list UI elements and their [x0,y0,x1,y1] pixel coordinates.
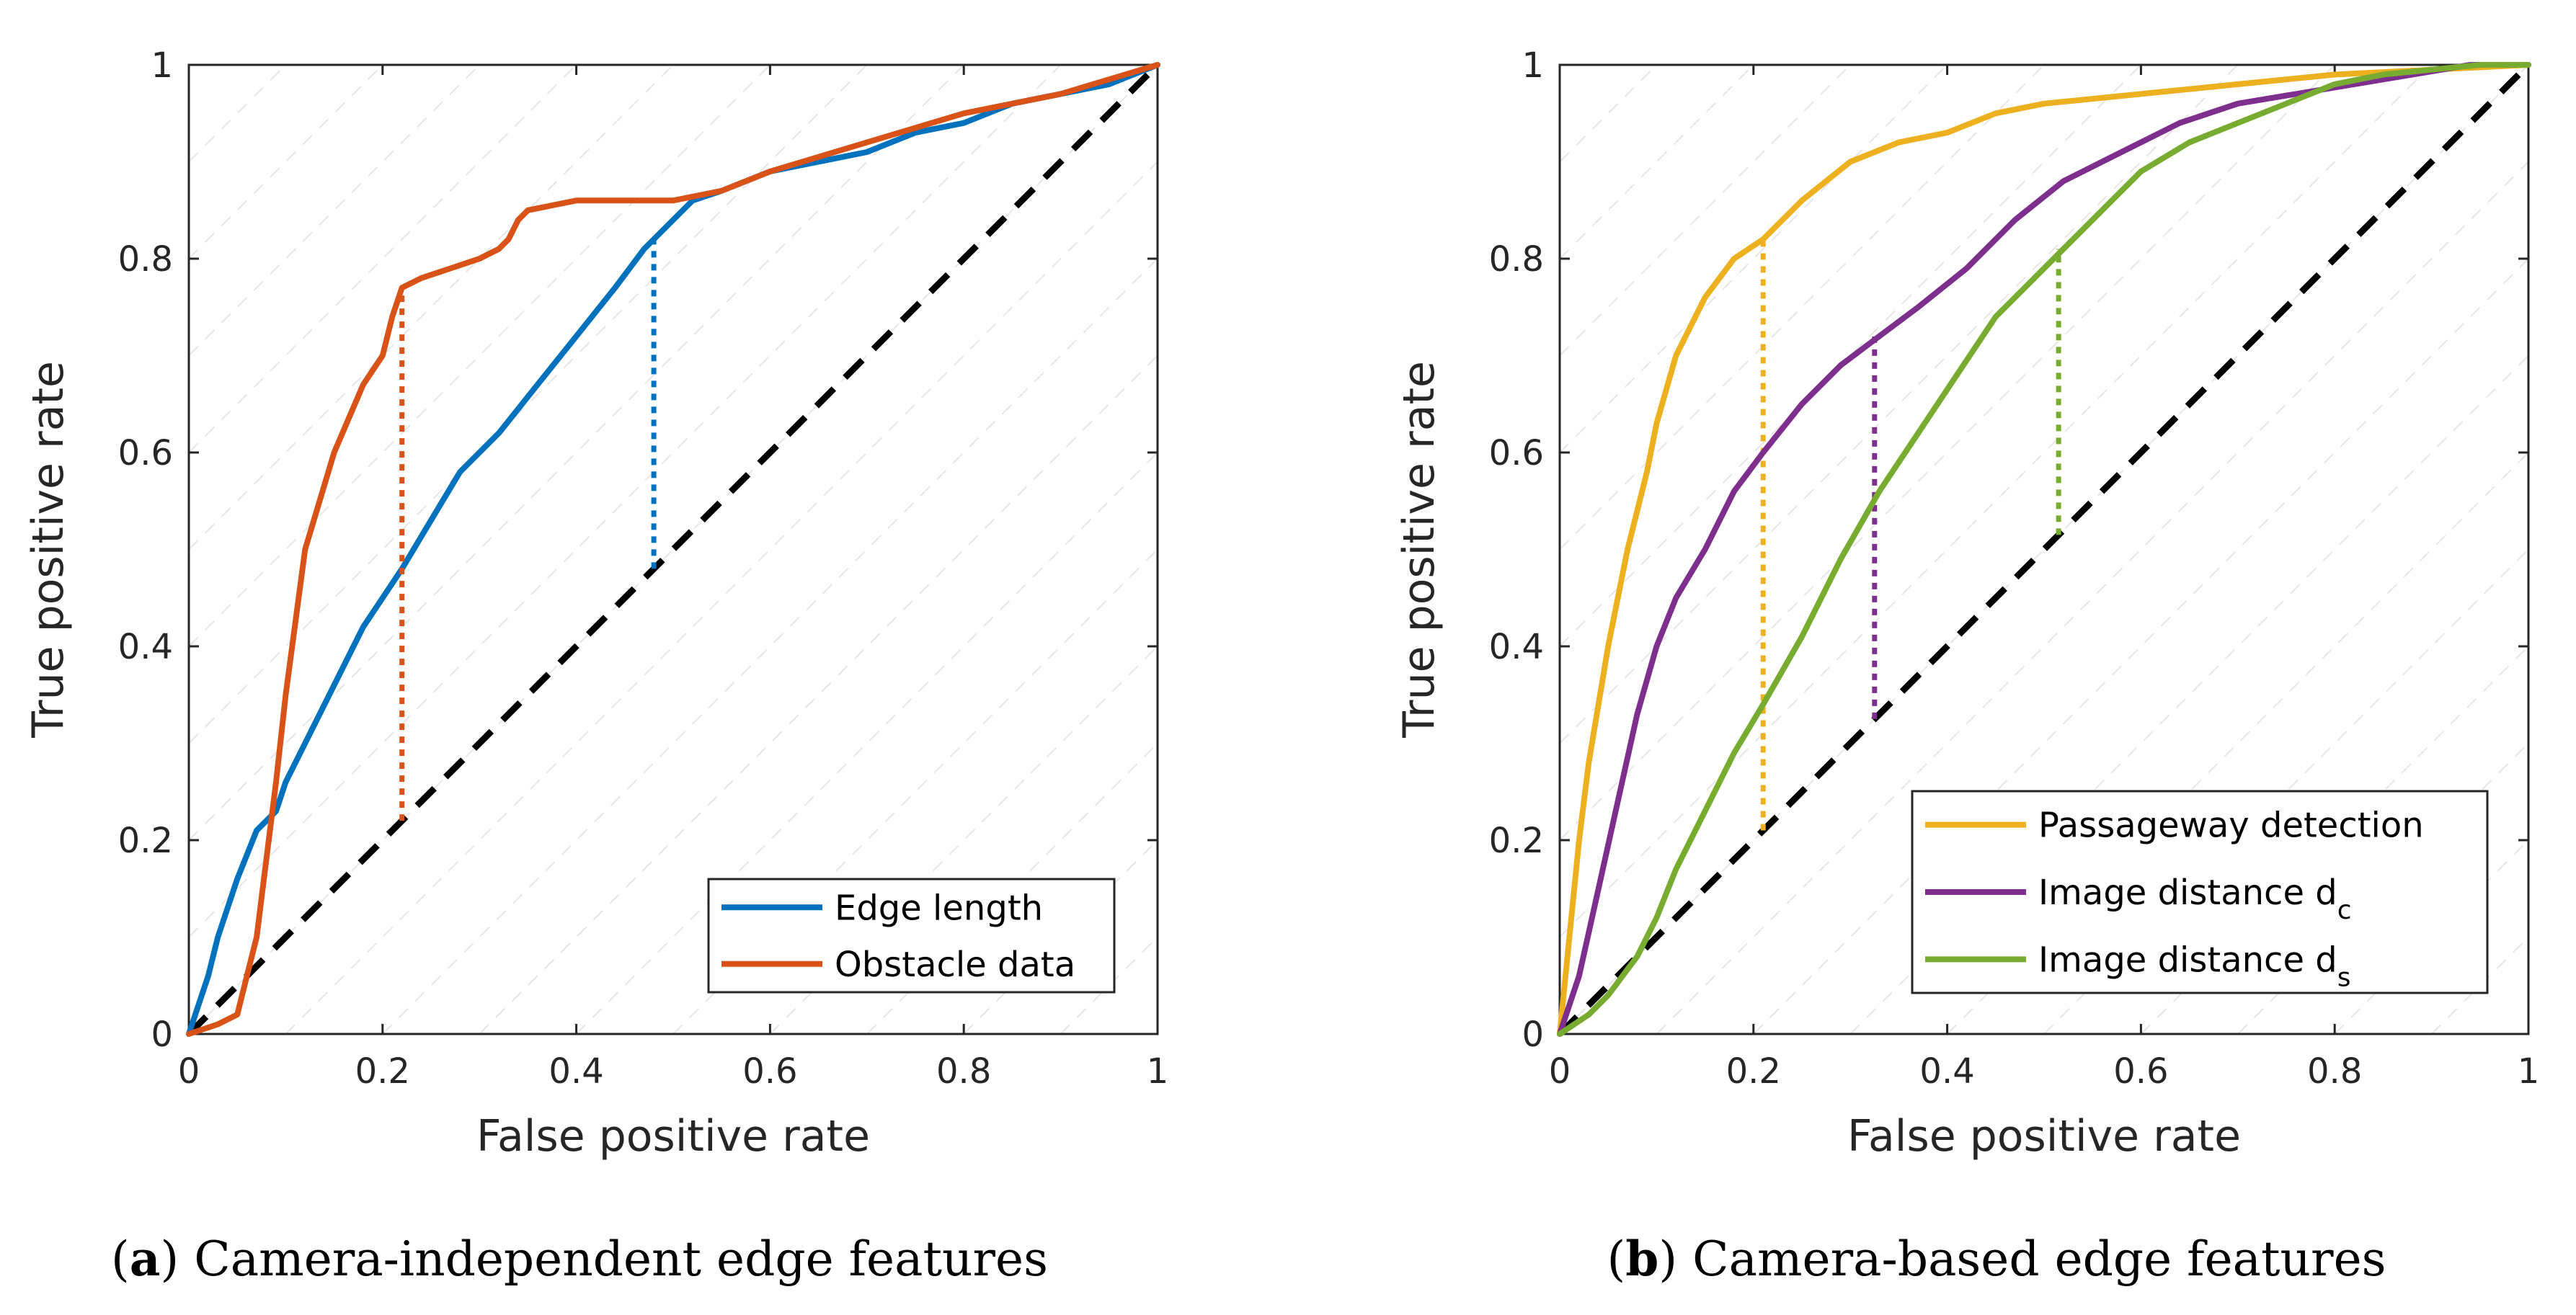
panel-b-series-image-distance-ds [1557,62,2531,1037]
panel-b-legend-label-image-distance-dc: Image distance dc [2038,873,2352,925]
panel-b-xtick-label: 1 [2518,1051,2540,1092]
panel-b-axes-box [1558,63,2530,1035]
panel-a-xtick-label: 0 [178,1051,200,1092]
panel-b-x-axis-label: False positive rate [1847,1111,2241,1162]
caption-a-text: Camera-independent edge features [194,1231,1048,1287]
panel-a-ytick-label: 1 [151,45,173,86]
panel-b-ytick-label: 0.8 [1489,239,1544,280]
panel-a-xtick-label: 0.4 [548,1051,603,1092]
panel-a-ytick-label: 0.8 [118,239,173,280]
caption-a-label: a [129,1231,161,1287]
panel-b-xtick-label: 0.2 [1726,1051,1781,1092]
panel-a: 0 0.2 0.4 0.6 0.8 1 0 0.2 0.4 0.6 0.8 1 False positi… [23,45,1168,1162]
panel-b-y-axis-label: True positive rate [1394,361,1444,739]
panel-b-ytick-label: 0.4 [1489,627,1544,667]
caption-a: (a) Camera-independent edge features [111,1231,1048,1287]
panel-a-y-axis-label: True positive rate [23,361,74,739]
caption-b-label: b [1625,1231,1659,1287]
panel-a-chance-diagonal [186,62,1160,1037]
panel-a-legend-label-edge-length: Edge length [835,888,1043,928]
panel-b-ytick-label: 0 [1522,1015,1544,1055]
panel-a-xtick-label: 0.8 [936,1051,991,1092]
panel-a-series-edge-length [186,62,1160,1037]
panel-b-xtick-label: 0.4 [1919,1051,1974,1092]
panel-b-chance-diagonal [1557,62,2531,1037]
panel-a-legend-box [707,878,1116,994]
panel-a-legend-label-obstacle-data: Obstacle data [835,945,1075,985]
panel-a-ytick-label: 0.2 [118,821,173,861]
panel-b-xtick-label: 0.6 [2113,1051,2168,1092]
panel-b-ytick-label: 1 [1522,45,1544,86]
panel-b-series-passageway-detection [1557,62,2531,1037]
panel-a-legend: Edge length Obstacle data [707,878,1116,994]
panel-b-series-image-distance-dc [1557,62,2531,1037]
panel-b-legend-label-image-distance-ds: Image distance ds [2038,940,2350,992]
panel-b-xtick-label: 0.8 [2307,1051,2362,1092]
panel-a-xtick-label: 0.2 [355,1051,410,1092]
panel-a-axes-box [187,63,1159,1035]
panel-a-x-axis-label: False positive rate [476,1111,870,1162]
panel-b-xtick-label: 0 [1549,1051,1571,1092]
panel-a-xtick-label: 1 [1147,1051,1169,1092]
panel-b-legend: Passageway detection Image distance dc Ima… [1911,790,2489,994]
panel-b-legend-label-passageway-detection: Passageway detection [2038,806,2424,846]
panel-a-series-obstacle-data [186,62,1160,1037]
caption-b-text: Camera-based edge features [1692,1231,2386,1287]
panel-a-ytick-label: 0.4 [118,627,173,667]
panel-b-ytick-label: 0.6 [1489,433,1544,473]
panel-a-ytick-label: 0 [151,1015,173,1055]
panel-b: 0 0.2 0.4 0.6 0.8 1 0 0.2 0.4 0.6 0.8 1 False positi… [1394,45,2539,1162]
caption-b: (b) Camera-based edge features [1607,1231,2386,1287]
panel-b-ytick-label: 0.2 [1489,821,1544,861]
panel-a-ytick-label: 0.6 [118,433,173,473]
panel-a-xtick-label: 0.6 [742,1051,797,1092]
